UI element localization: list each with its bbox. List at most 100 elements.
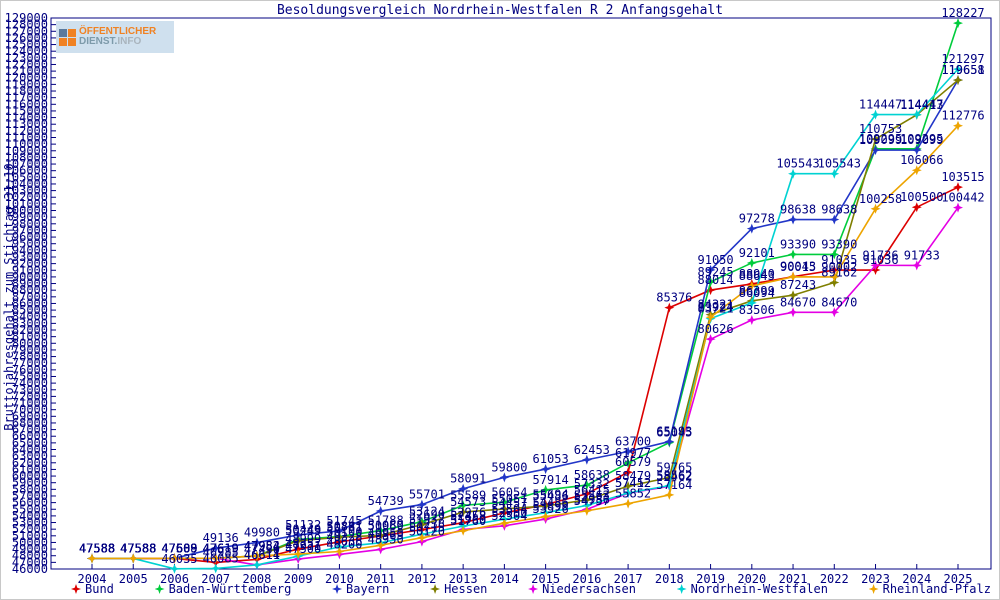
data-point-label: 48200	[326, 537, 362, 551]
y-tick-label: 103000	[5, 184, 48, 198]
data-point-label: 47588	[120, 541, 156, 555]
data-point-label: 53504	[491, 502, 527, 516]
data-point-label: 97278	[739, 212, 775, 226]
data-point-marker	[788, 290, 799, 301]
data-point-marker	[664, 480, 675, 491]
y-tick-label: 50000	[12, 535, 48, 549]
data-point-label: 47588	[120, 541, 156, 555]
data-point-label: 50969	[368, 519, 404, 533]
data-point-label: 91733	[904, 248, 940, 262]
data-point-label: 47588	[120, 541, 156, 555]
x-tick-label: 2007	[201, 572, 230, 586]
data-point-marker	[705, 264, 716, 275]
y-tick-label: 54000	[12, 509, 48, 523]
data-point-marker	[169, 563, 180, 574]
logo-line2-strong: DIENST.	[79, 36, 118, 47]
data-point-label: 55701	[409, 488, 445, 502]
x-tick-label: 2006	[160, 572, 189, 586]
y-tick-label: 60000	[12, 469, 48, 483]
y-tick-label: 91000	[12, 263, 48, 277]
data-point-label: 52900	[491, 506, 527, 520]
legend-item: Bund	[71, 582, 114, 596]
data-point-label: 91050	[698, 253, 734, 267]
data-point-marker	[870, 134, 881, 145]
y-tick-label: 102000	[5, 190, 48, 204]
x-tick-label: 2015	[531, 572, 560, 586]
data-point-marker	[788, 249, 799, 260]
y-tick-label: 78000	[12, 350, 48, 364]
data-point-marker	[293, 529, 304, 540]
data-point-label: 52458	[450, 509, 486, 523]
y-tick-label: 47000	[12, 555, 48, 569]
data-point-label: 89245	[698, 265, 734, 279]
y-tick-label: 104000	[5, 177, 48, 191]
data-point-label: 100500	[900, 190, 943, 204]
data-point-label: 91736	[862, 248, 898, 262]
data-point-marker	[705, 276, 716, 287]
y-tick-label: 129000	[5, 11, 48, 25]
y-tick-label: 111000	[5, 130, 48, 144]
logo-text: ÖFFENTLICHER DIENST.INFO	[79, 27, 156, 47]
data-point-label: 58562	[656, 469, 692, 483]
series-line	[92, 68, 959, 570]
y-tick-label: 118000	[5, 84, 48, 98]
data-point-label: 110753	[859, 122, 902, 136]
y-tick-label: 107000	[5, 157, 48, 171]
x-tick-label: 2009	[284, 572, 313, 586]
data-point-label: 61053	[533, 452, 569, 466]
data-point-label: 47984	[244, 539, 280, 553]
data-point-label: 48999	[285, 532, 321, 546]
data-point-marker	[334, 546, 345, 557]
data-point-label: 47609	[161, 541, 197, 555]
y-tick-label: 51000	[12, 529, 48, 543]
x-tick-label: 2018	[655, 572, 684, 586]
y-tick-label: 46000	[12, 562, 48, 576]
data-point-marker	[251, 537, 262, 548]
data-point-label: 50715	[409, 521, 445, 535]
data-point-marker	[623, 446, 634, 457]
y-tick-label: 127000	[5, 24, 48, 38]
data-point-marker	[705, 334, 716, 345]
data-point-marker	[334, 525, 345, 536]
data-point-label: 65045	[656, 426, 692, 440]
data-point-marker	[829, 168, 840, 179]
data-point-marker	[911, 165, 922, 176]
data-point-label: 86399	[739, 284, 775, 298]
y-tick-label: 97000	[12, 223, 48, 237]
data-point-label: 47588	[161, 541, 197, 555]
x-tick-label: 2010	[325, 572, 354, 586]
y-tick-label: 92000	[12, 257, 48, 271]
data-point-label: 84670	[821, 295, 857, 309]
data-point-marker	[870, 109, 881, 120]
data-point-marker	[128, 553, 139, 564]
data-point-label: 80626	[698, 322, 734, 336]
y-tick-label: 114000	[5, 111, 48, 125]
data-point-label: 50100	[326, 525, 362, 539]
data-point-label: 53526	[533, 502, 569, 516]
data-point-marker	[829, 277, 840, 288]
data-point-marker	[623, 467, 634, 478]
data-point-marker	[416, 499, 427, 510]
legend-label: Baden-Württemberg	[168, 582, 292, 596]
x-tick-label: 2020	[737, 572, 766, 586]
data-point-label: 52690	[409, 508, 445, 522]
y-tick-label: 53000	[12, 516, 48, 530]
y-tick-label: 126000	[5, 31, 48, 45]
y-tick-label: 85000	[12, 303, 48, 317]
data-point-label: 54757	[574, 494, 610, 508]
x-tick-label: 2024	[902, 572, 931, 586]
data-point-marker	[953, 64, 963, 75]
y-tick-label: 121000	[5, 64, 48, 78]
data-point-marker	[499, 497, 510, 508]
logo-squares-icon	[59, 28, 76, 46]
y-tick-label: 57000	[12, 489, 48, 503]
x-tick-label: 2012	[407, 572, 436, 586]
data-point-label: 85376	[656, 291, 692, 305]
data-point-label: 47619	[203, 541, 239, 555]
y-tick-label: 66000	[12, 429, 48, 443]
data-point-label: 105543	[818, 157, 861, 171]
data-point-label: 47984	[244, 539, 280, 553]
y-tick-label: 52000	[12, 522, 48, 536]
logo-line1: ÖFFENTLICHER	[79, 26, 157, 37]
